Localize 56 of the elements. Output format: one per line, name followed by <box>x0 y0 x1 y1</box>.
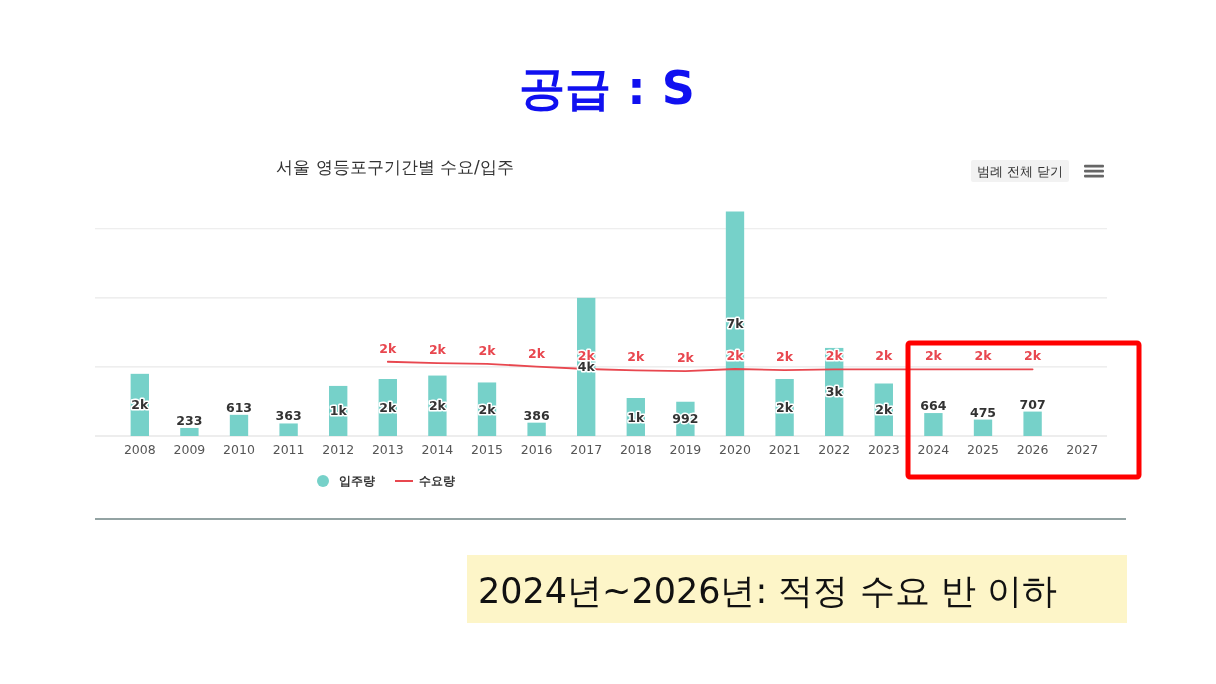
data-label: 2k <box>379 340 397 356</box>
data-label: 1k <box>627 409 645 425</box>
x-tick-label: 2019 <box>669 442 702 457</box>
x-tick-label: 2021 <box>768 442 801 457</box>
legend-label: 수요량 <box>419 474 455 488</box>
x-tick-label: 2014 <box>421 442 454 457</box>
x-tick-label: 2016 <box>520 442 553 457</box>
data-label: 707 <box>1019 396 1046 412</box>
x-tick-label: 2018 <box>619 442 652 457</box>
subtitle: 서울 영등포구기간별 수요/입주 <box>276 157 514 177</box>
data-label: 2k <box>478 401 496 417</box>
x-tick-label: 2015 <box>471 442 503 457</box>
x-tick-label: 2011 <box>272 442 305 457</box>
data-label: 2k <box>875 402 893 418</box>
title: 공급 : S <box>519 61 695 115</box>
data-label: 2k <box>131 397 149 413</box>
x-tick-label: 2010 <box>223 442 255 457</box>
data-label: 2k <box>974 348 992 364</box>
x-tick-label: 2025 <box>967 442 999 457</box>
x-tick-label: 2020 <box>719 442 751 457</box>
data-label: 475 <box>969 404 997 420</box>
x-tick-label: 2027 <box>1066 442 1099 457</box>
data-label: 2k <box>676 350 694 366</box>
data-label: 2k <box>875 348 893 364</box>
data-label: 2k <box>478 342 496 358</box>
data-label: 613 <box>225 399 253 415</box>
data-label: 363 <box>275 408 302 424</box>
x-tick-label: 2013 <box>371 442 404 457</box>
button-label: 범례 전체 닫기 <box>977 164 1063 179</box>
data-label: 2k <box>924 348 942 364</box>
data-label: 2k <box>528 345 546 361</box>
data-label: 2k <box>726 348 744 363</box>
data-label: 2k <box>825 348 843 364</box>
x-tick-label: 2012 <box>322 442 355 457</box>
data-label: 2k <box>627 349 645 365</box>
x-tick-label: 2022 <box>818 442 851 457</box>
x-tick-label: 2026 <box>1016 442 1049 457</box>
data-label: 2k <box>776 400 794 415</box>
data-label: 7k <box>726 316 744 332</box>
data-label: 664 <box>920 398 947 414</box>
data-label: 233 <box>176 412 203 428</box>
data-label: 2k <box>1024 348 1042 364</box>
data-label: 1k <box>329 403 347 419</box>
note-text: 2024년~2026년: 적정 수요 반 이하 <box>478 571 1057 611</box>
data-label: 2k <box>428 342 446 358</box>
x-tick-label: 2008 <box>123 442 156 457</box>
data-label: 2k <box>379 400 397 415</box>
data-label: 2k <box>776 349 794 365</box>
data-label: 386 <box>523 407 550 423</box>
data-label: 2k <box>428 398 446 414</box>
x-tick-label: 2009 <box>173 442 206 457</box>
legend-label: 입주량 <box>339 474 375 488</box>
x-tick-label: 2017 <box>570 442 603 457</box>
x-tick-label: 2023 <box>867 442 900 457</box>
data-label: 3k <box>825 384 843 400</box>
x-tick-label: 2024 <box>917 442 950 457</box>
